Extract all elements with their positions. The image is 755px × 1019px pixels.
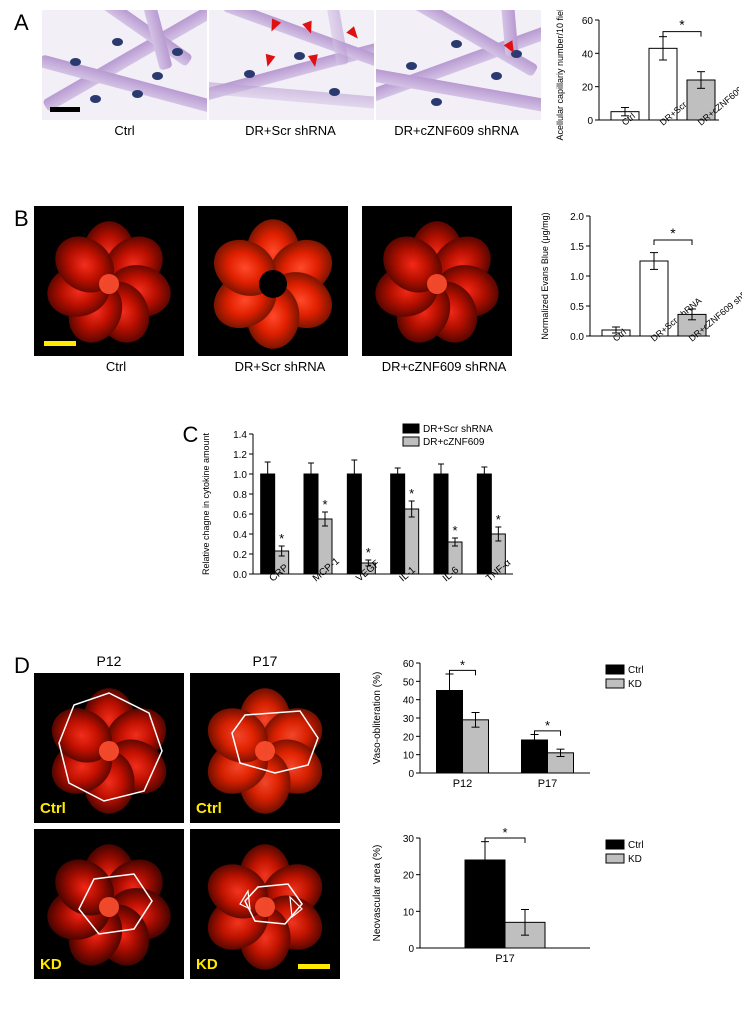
svg-text:*: * — [322, 497, 327, 512]
retina-ctrl — [34, 206, 184, 356]
svg-text:*: * — [679, 17, 685, 33]
panel-c-chart: 0.00.20.40.60.81.01.21.4*CRP*MCP-1*VEGF*… — [193, 422, 563, 632]
svg-text:60: 60 — [403, 659, 415, 670]
svg-text:0.4: 0.4 — [233, 530, 247, 541]
arrow-icon — [263, 54, 276, 68]
svg-text:10: 10 — [403, 907, 415, 918]
panel-d-label: D — [14, 653, 30, 679]
panel-b-chart: 0.00.51.01.52.0CtrlDR+Scr shRNADR+cZNF60… — [532, 206, 742, 406]
panel-d-vaso-chart: 0 10 20 30 40 50 60 P12 P17 * * Vaso-obliteration (… — [364, 653, 704, 813]
svg-text:P17: P17 — [495, 953, 515, 965]
svg-text:DR+cZNF609: DR+cZNF609 — [423, 437, 485, 448]
svg-text:40: 40 — [582, 49, 594, 60]
svg-text:0: 0 — [408, 769, 414, 780]
panel-b: B Ctrl DR+Scr shRNA — [10, 206, 745, 406]
caption-cznf: DR+cZNF609 shRNA — [374, 123, 539, 138]
svg-text:1.5: 1.5 — [570, 242, 584, 253]
svg-text:Relative chagne in cytokine am: Relative chagne in cytokine amount — [201, 432, 211, 575]
svg-text:0.5: 0.5 — [570, 302, 584, 313]
scale-bar-yellow — [298, 964, 330, 969]
svg-text:Neovascular area (%): Neovascular area (%) — [372, 845, 383, 942]
panel-d-neo-chart: 0 10 20 30 P17 * Neovascular area (%) Ctrl KD — [364, 828, 704, 988]
col-p17: P17 — [190, 653, 340, 669]
svg-text:P12: P12 — [453, 778, 473, 790]
svg-text:30: 30 — [403, 714, 415, 725]
retina-row-label: Ctrl — [40, 800, 66, 817]
svg-text:DR+cZNF609 shRNA: DR+cZNF609 shRNA — [687, 280, 742, 343]
figure: A — [0, 0, 755, 1019]
svg-text:*: * — [495, 512, 500, 527]
panel-b-label: B — [14, 206, 29, 232]
svg-text:20: 20 — [403, 732, 415, 743]
svg-text:50: 50 — [403, 677, 415, 688]
svg-text:2.0: 2.0 — [570, 212, 584, 223]
svg-text:DR+Scr shRNA: DR+Scr shRNA — [423, 424, 493, 435]
svg-text:60: 60 — [582, 16, 594, 27]
svg-text:*: * — [670, 225, 676, 241]
svg-text:0: 0 — [408, 944, 414, 955]
svg-text:Ctrl: Ctrl — [611, 327, 628, 344]
svg-text:1.0: 1.0 — [233, 470, 247, 481]
svg-text:Normalized Evans Blue (μg/mg): Normalized Evans Blue (μg/mg) — [540, 212, 550, 339]
svg-text:10: 10 — [403, 751, 415, 762]
svg-text:20: 20 — [403, 871, 415, 882]
svg-text:1.2: 1.2 — [233, 450, 247, 461]
col-p12: P12 — [34, 653, 184, 669]
panel-a-label: A — [14, 10, 29, 36]
svg-text:*: * — [460, 657, 465, 672]
svg-text:Vaso-obliteration (%): Vaso-obliteration (%) — [372, 672, 383, 765]
svg-text:Acellular capillariy number/10: Acellular capillariy number/10 fields — [555, 10, 565, 141]
caption-ctrl: Ctrl — [42, 123, 207, 138]
retina-d-kd-p12: KD — [34, 829, 184, 979]
svg-text:P17: P17 — [538, 778, 558, 790]
retina-caption-2: DR+cZNF609 shRNA — [362, 359, 526, 374]
retina-d-ctrl-p17: Ctrl — [190, 673, 340, 823]
svg-text:*: * — [409, 486, 414, 501]
svg-text:Ctrl: Ctrl — [628, 665, 644, 676]
micrograph-dr-cznf — [376, 10, 541, 120]
retina-dr-scr — [198, 206, 348, 356]
retina-dr-cznf — [362, 206, 512, 356]
retina-row-label: Ctrl — [196, 800, 222, 817]
svg-text:1.4: 1.4 — [233, 430, 247, 441]
retina-d-kd-p17: KD — [190, 829, 340, 979]
svg-text:*: * — [545, 718, 550, 733]
svg-text:0.8: 0.8 — [233, 490, 247, 501]
svg-text:40: 40 — [403, 696, 415, 707]
svg-text:*: * — [502, 828, 507, 840]
panel-a: A — [10, 10, 745, 190]
svg-text:KD: KD — [628, 854, 642, 865]
panel-c: C 0.00.20.40.60.81.01.21.4*CRP*MCP-1*VEG… — [10, 422, 745, 637]
arrow-icon — [308, 54, 320, 68]
svg-text:*: * — [452, 523, 457, 538]
caption-scr: DR+Scr shRNA — [207, 123, 374, 138]
scale-bar — [50, 107, 80, 112]
svg-text:0.0: 0.0 — [233, 570, 247, 581]
svg-text:KD: KD — [628, 679, 642, 690]
retina-caption-1: DR+Scr shRNA — [198, 359, 362, 374]
micrograph-ctrl — [42, 10, 207, 120]
panel-a-chart: 0204060CtrlDR+Scr shRNADR+cZNF609 shRNA*… — [549, 10, 739, 190]
retina-d-ctrl-p12: Ctrl — [34, 673, 184, 823]
scale-bar-yellow — [44, 341, 76, 346]
svg-text:*: * — [279, 531, 284, 546]
svg-text:*: * — [365, 545, 370, 560]
micrograph-dr-scr — [209, 10, 374, 120]
svg-text:0.2: 0.2 — [233, 550, 247, 561]
retina-row-label: KD — [196, 956, 218, 973]
retina-caption-0: Ctrl — [34, 359, 198, 374]
svg-text:1.0: 1.0 — [570, 272, 584, 283]
svg-text:30: 30 — [403, 834, 415, 845]
svg-text:20: 20 — [582, 83, 594, 94]
retina-row-label: KD — [40, 956, 62, 973]
svg-text:Ctrl: Ctrl — [628, 840, 644, 851]
svg-text:0: 0 — [587, 116, 593, 127]
panel-d: D P12 P17 Ctrl Ctrl — [10, 653, 745, 993]
svg-text:0.0: 0.0 — [570, 332, 584, 343]
svg-text:0.6: 0.6 — [233, 510, 247, 521]
arrow-icon — [346, 26, 361, 42]
